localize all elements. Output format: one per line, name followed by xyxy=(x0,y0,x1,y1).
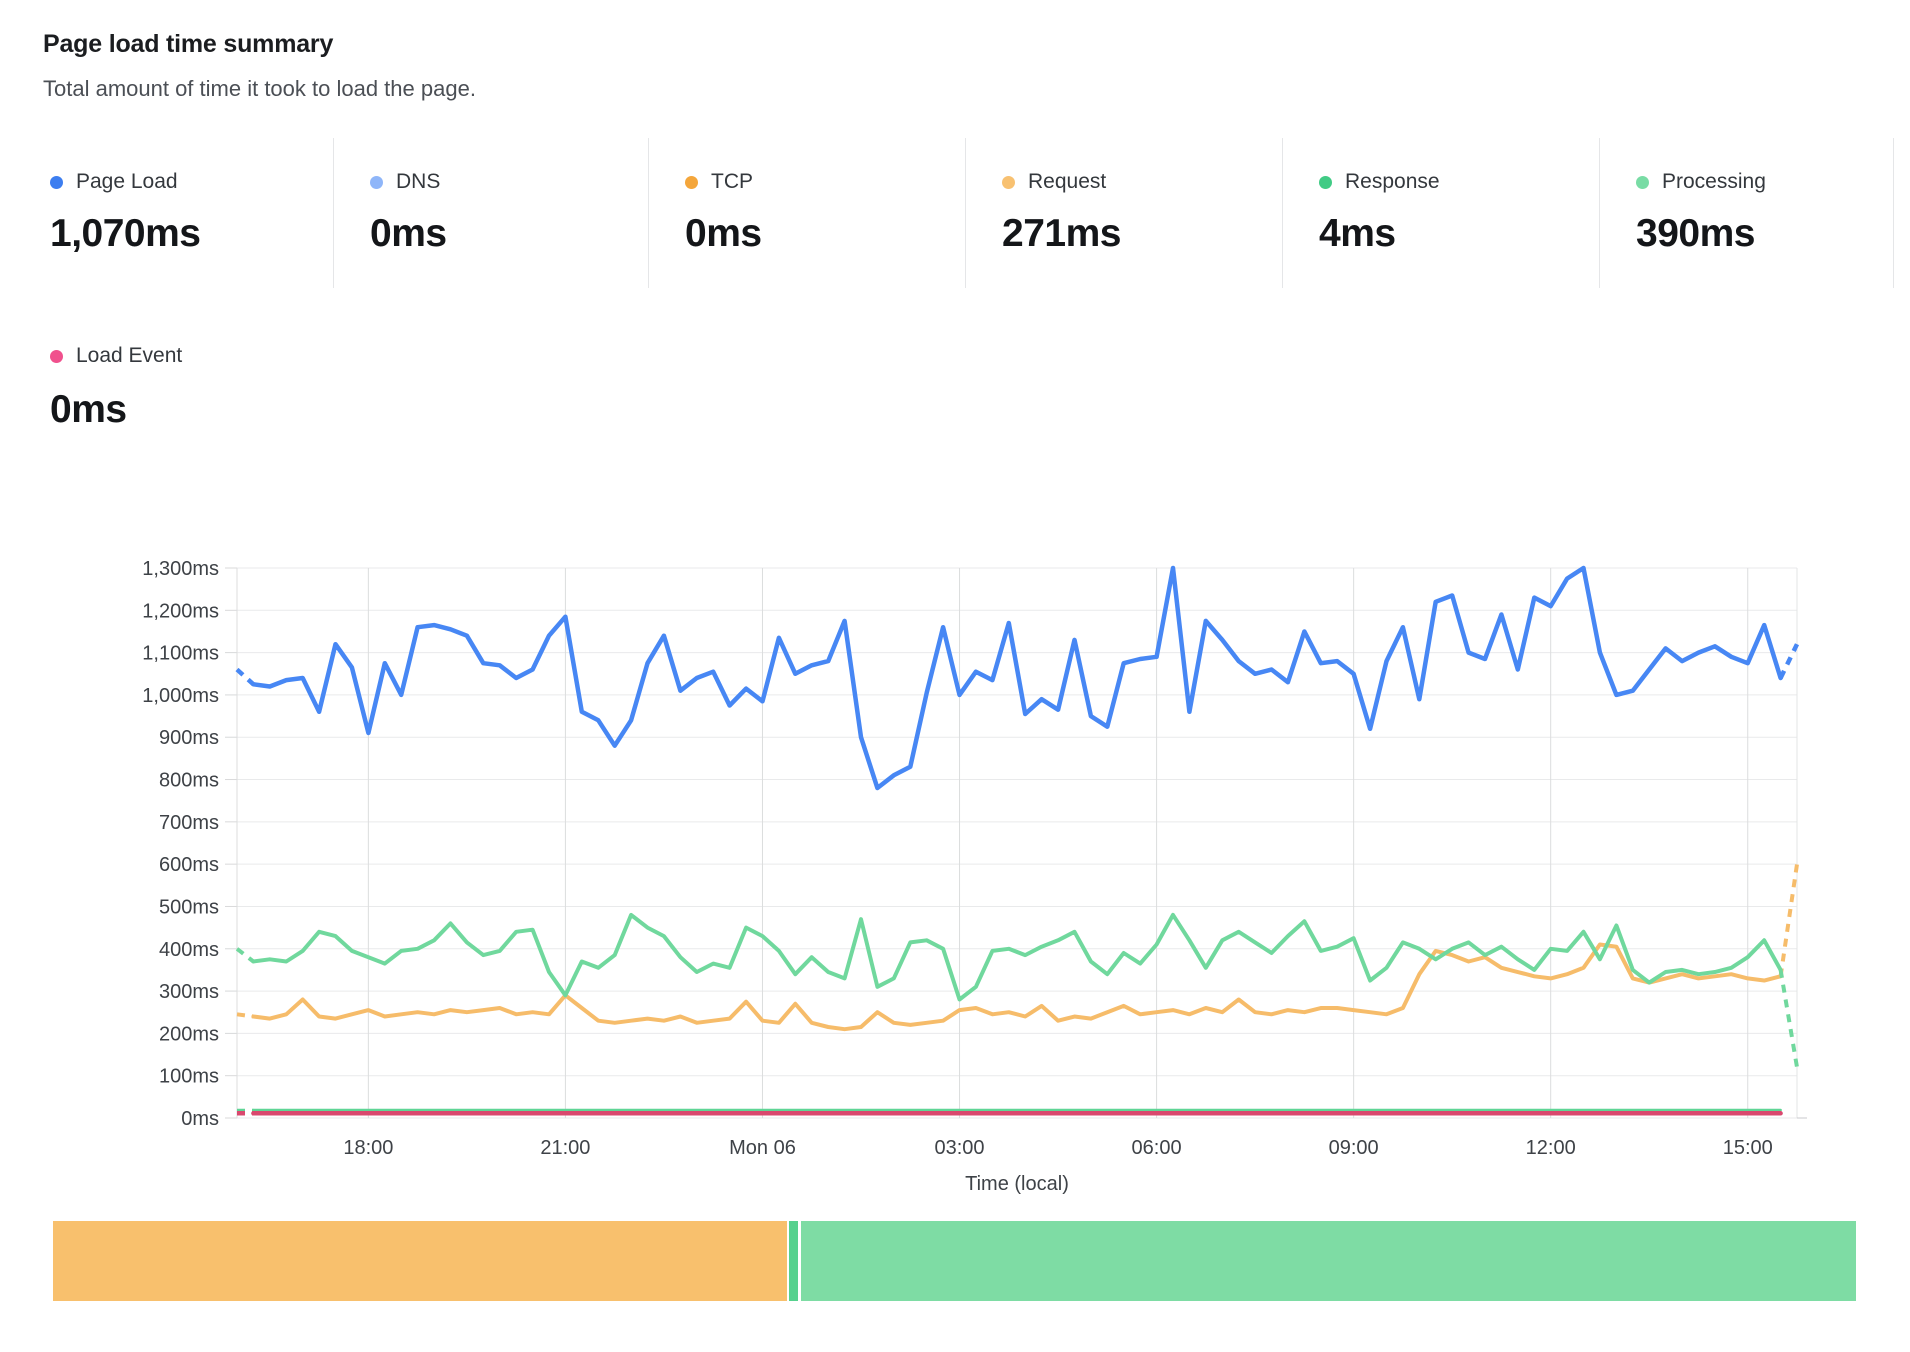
y-tick-label: 300ms xyxy=(159,981,219,1003)
x-tick-label: 03:00 xyxy=(934,1137,984,1159)
stat-value: 4ms xyxy=(1319,212,1396,255)
stat-card-load-event: Load Event 0ms xyxy=(43,344,182,432)
stat-card-tcp: TCP 0ms xyxy=(649,138,966,288)
bar-segment-5 xyxy=(800,1221,1856,1301)
x-axis-title: Time (local) xyxy=(965,1173,1069,1195)
stat-label: Request xyxy=(1028,170,1107,193)
stat-label: Processing xyxy=(1662,170,1766,193)
series-page-load xyxy=(251,565,1783,791)
stat-card-response: Response 4ms xyxy=(1283,138,1600,288)
y-tick-label: 200ms xyxy=(159,1023,219,1045)
stat-value: 0ms xyxy=(370,212,447,255)
bar-segment-3 xyxy=(788,1221,798,1301)
y-tick-label: 1,200ms xyxy=(142,600,219,622)
series-page-load-dashed xyxy=(235,667,255,686)
y-tick-label: 600ms xyxy=(159,854,219,876)
stat-label: TCP xyxy=(711,170,753,193)
load-time-chart: 0ms 100ms 200ms 300ms 400ms 500ms 600ms 700ms 80… xyxy=(0,430,1910,1220)
y-tick-label: 1,100ms xyxy=(142,643,219,665)
x-tick-label: 09:00 xyxy=(1329,1137,1379,1159)
stat-card-dns: DNS 0ms xyxy=(334,138,649,288)
series-processing xyxy=(251,912,1783,1002)
legend-dot-icon xyxy=(1319,175,1332,189)
stat-card-page-load: Page Load 1,070ms xyxy=(43,138,334,288)
y-tick-label: 800ms xyxy=(159,770,219,792)
series-processing-dashed xyxy=(235,947,255,964)
stat-value: 271ms xyxy=(1002,212,1121,255)
bar-segment-1 xyxy=(53,1221,787,1301)
y-tick-label: 100ms xyxy=(159,1066,219,1088)
bar-segment-4 xyxy=(797,1221,801,1301)
y-tick-label: 1,300ms xyxy=(142,558,219,580)
legend-dot-icon xyxy=(50,175,63,189)
x-tick-label: Mon 06 xyxy=(729,1137,796,1159)
stat-value: 1,070ms xyxy=(50,212,201,255)
series-processing-dashed xyxy=(1778,969,1799,1068)
y-tick-label: 1,000ms xyxy=(142,685,219,707)
stat-value: 0ms xyxy=(50,388,127,431)
legend-dot-icon xyxy=(1002,175,1015,189)
x-tick-label: 06:00 xyxy=(1132,1137,1182,1159)
chart-canvas: 0ms 100ms 200ms 300ms 400ms 500ms 600ms 700ms 80… xyxy=(142,558,1807,1195)
legend-dot-icon xyxy=(685,175,698,189)
y-tick-label: 700ms xyxy=(159,812,219,834)
stat-card-processing: Processing 390ms xyxy=(1600,138,1894,288)
series-request-dashed xyxy=(1778,863,1799,977)
y-tick-label: 400ms xyxy=(159,939,219,961)
x-tick-label: 12:00 xyxy=(1526,1137,1576,1159)
series-page-load-dashed xyxy=(1778,643,1800,679)
y-tick-label: 0ms xyxy=(181,1108,219,1130)
series-request-dashed xyxy=(236,1012,254,1019)
page-title: Page load time summary xyxy=(43,30,334,58)
bar-segment-2 xyxy=(786,1221,789,1301)
stat-card-request: Request 271ms xyxy=(966,138,1283,288)
series-request xyxy=(251,942,1783,1032)
stat-value: 390ms xyxy=(1636,212,1755,255)
stat-label: DNS xyxy=(396,170,441,193)
stat-label: Response xyxy=(1345,170,1440,193)
legend-dot-icon xyxy=(1636,175,1649,189)
y-tick-label: 900ms xyxy=(159,727,219,749)
page-subtitle: Total amount of time it took to load the… xyxy=(43,76,476,101)
x-tick-label: 15:00 xyxy=(1723,1137,1773,1159)
stat-label: Page Load xyxy=(76,170,178,193)
x-tick-label: 18:00 xyxy=(343,1137,393,1159)
summary-stats-row: Page Load 1,070ms DNS 0ms TCP 0ms Request 271ms… xyxy=(43,138,1894,288)
x-tick-label: 21:00 xyxy=(540,1137,590,1159)
stat-value: 0ms xyxy=(685,212,762,255)
legend-dot-icon xyxy=(50,349,63,363)
legend-dot-icon xyxy=(370,175,383,189)
stat-label: Load Event xyxy=(76,344,183,367)
y-tick-label: 500ms xyxy=(159,896,219,918)
timing-breakdown-bar xyxy=(53,1221,1856,1301)
